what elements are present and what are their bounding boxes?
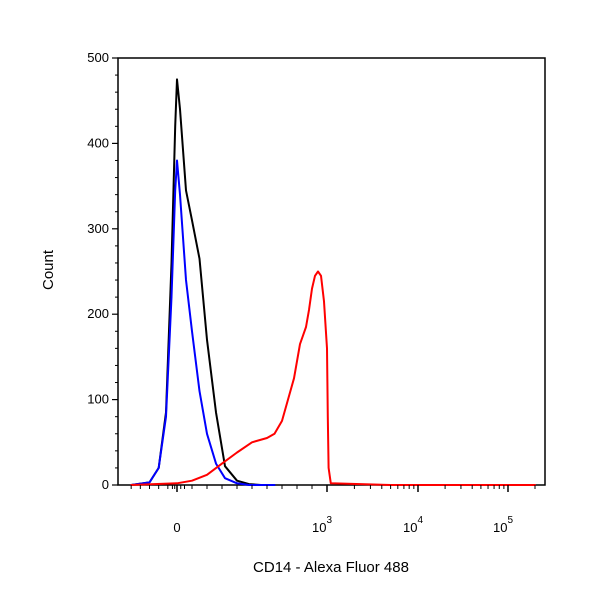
label-layer: 0 100 200 300 400 500 0 103 104 105: [87, 50, 513, 535]
y-tick-label: 200: [87, 306, 109, 321]
x-tick-label: 105: [493, 515, 513, 535]
y-tick-label: 400: [87, 135, 109, 150]
tick-layer: [112, 57, 536, 492]
x-tick-label: 103: [312, 515, 332, 535]
plot-frame: [117, 57, 546, 486]
x-tick-label: 104: [403, 515, 423, 535]
y-tick-label: 300: [87, 221, 109, 236]
y-tick-label: 0: [102, 477, 109, 492]
series-line-2: [130, 159, 276, 486]
x-axis-title: CD14 - Alexa Fluor 488: [253, 559, 409, 576]
y-axis-title: Count: [40, 249, 57, 290]
x-tick-label: 0: [173, 520, 180, 535]
y-tick-label: 500: [87, 50, 109, 65]
series-line-1: [130, 78, 276, 486]
series-layer: [130, 78, 536, 486]
y-tick-label: 100: [87, 392, 109, 407]
series-line-3: [130, 270, 536, 486]
